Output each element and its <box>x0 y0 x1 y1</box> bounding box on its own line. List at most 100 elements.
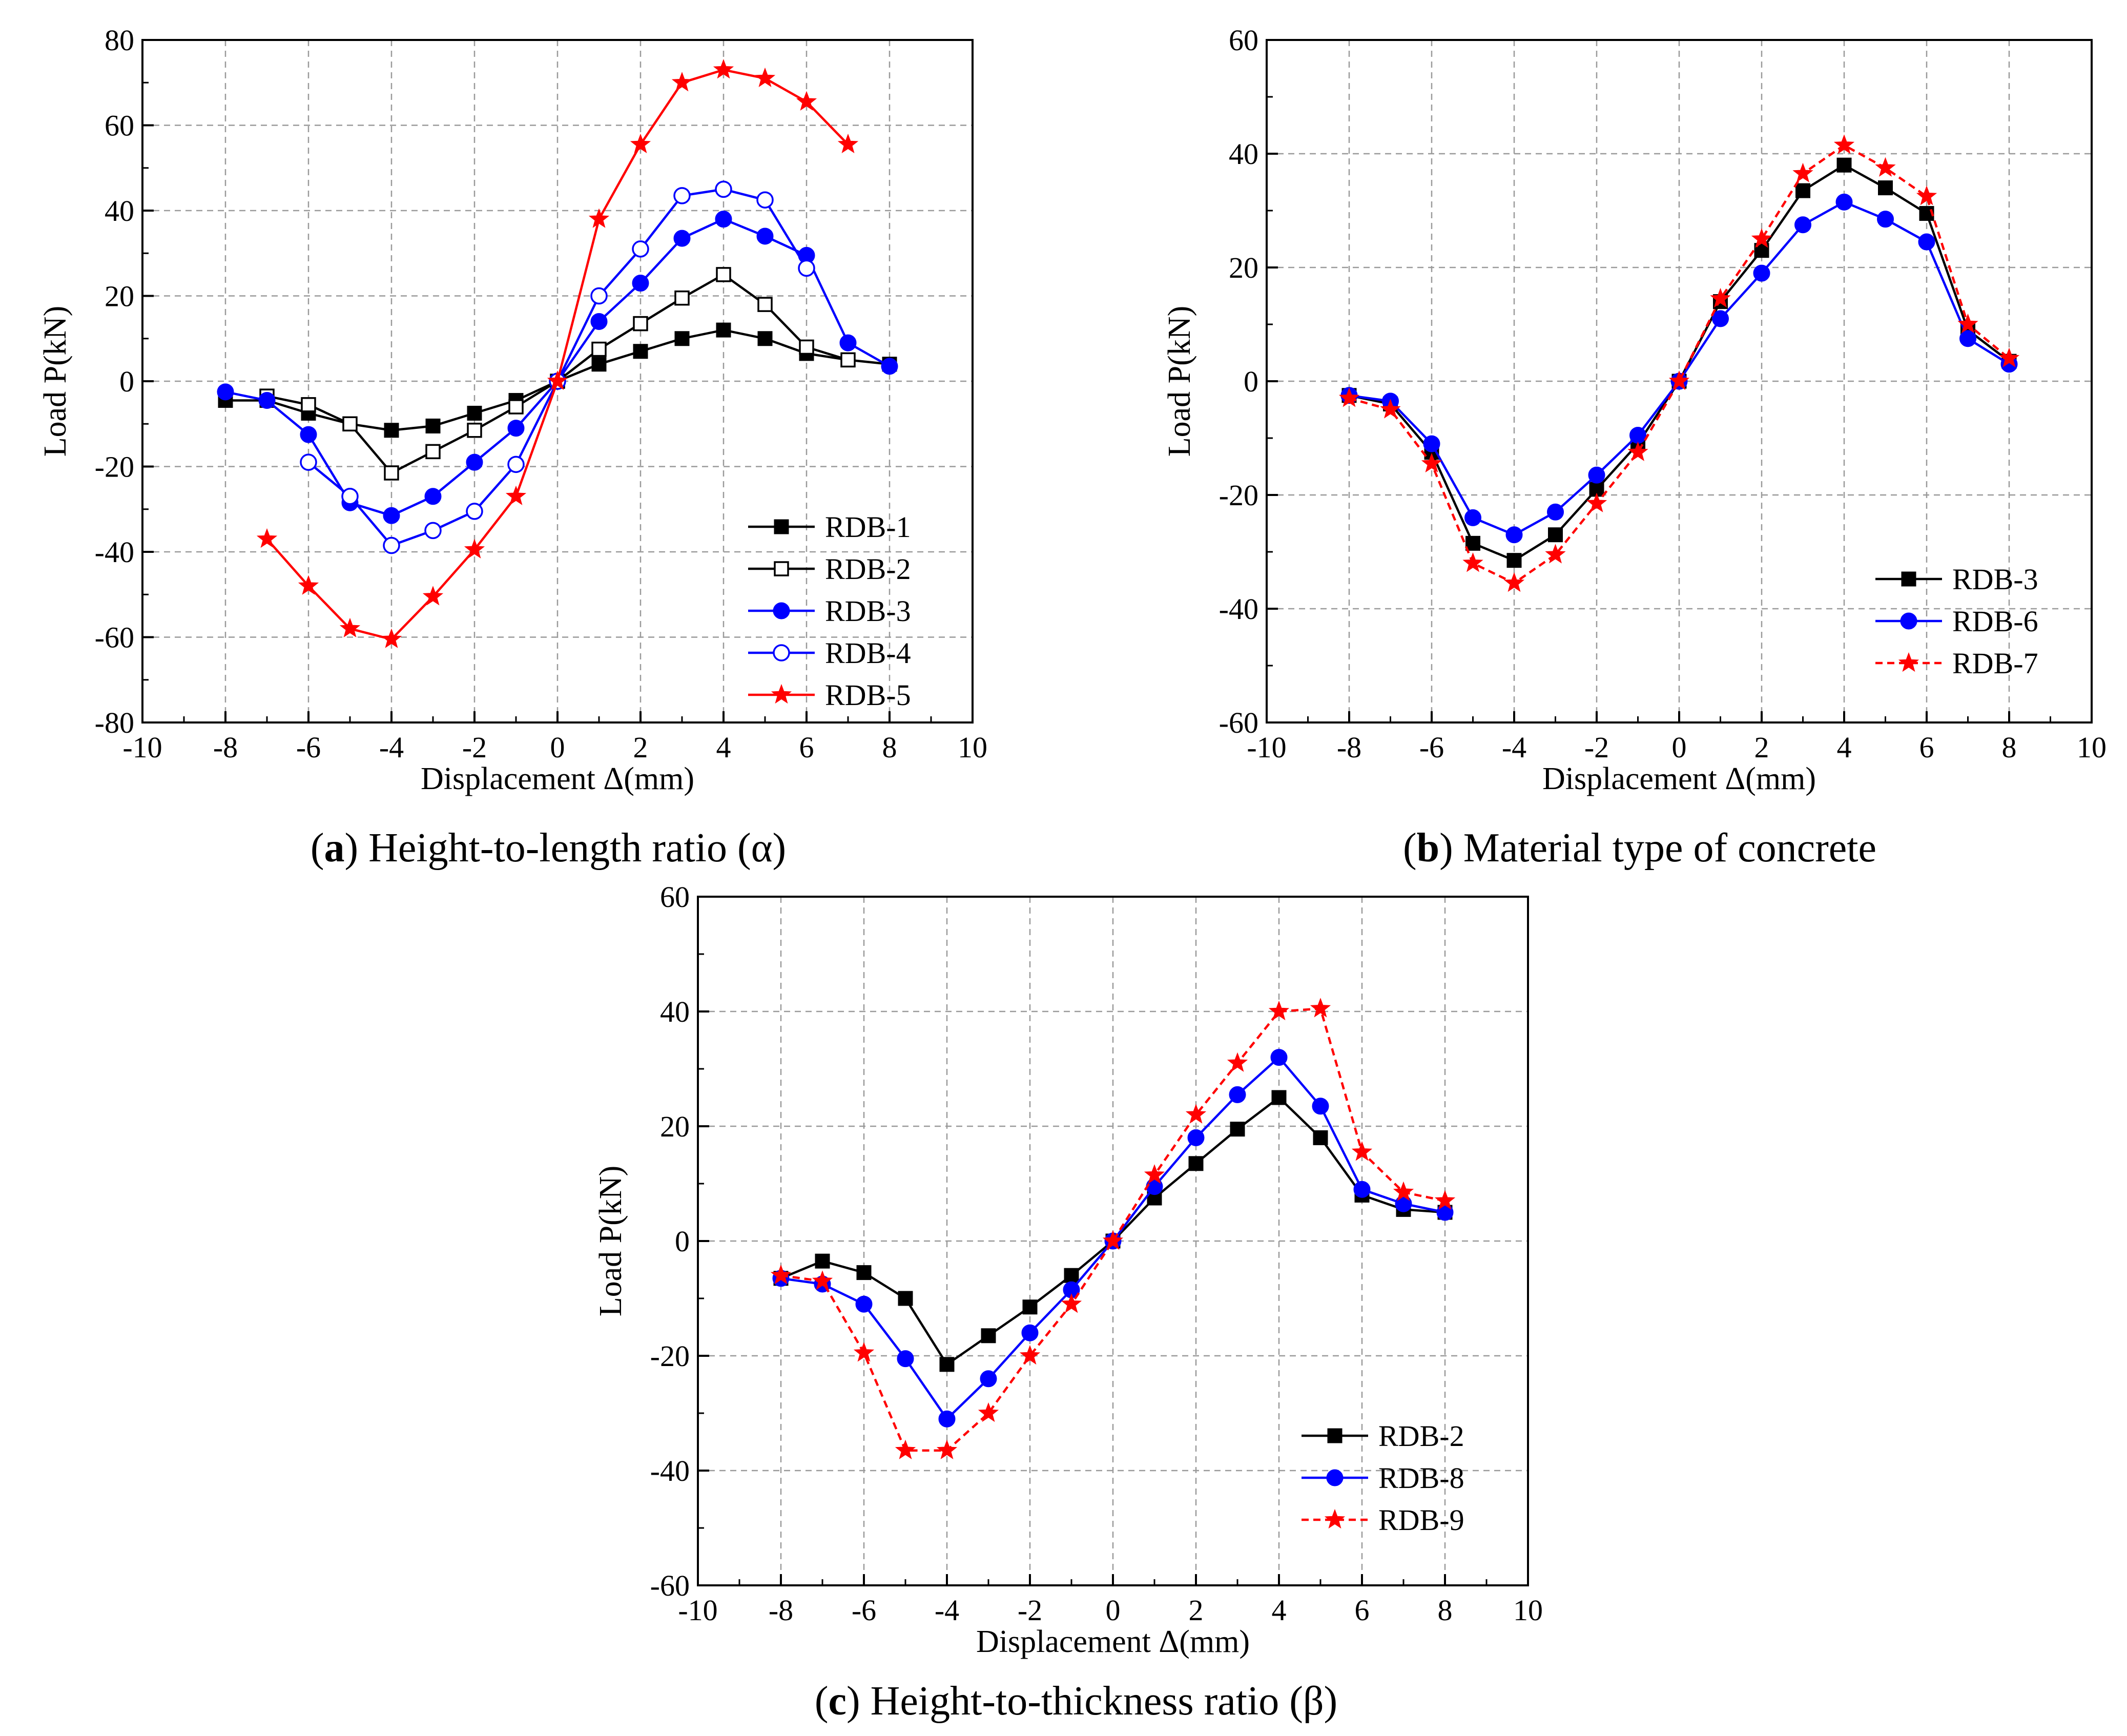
data-point <box>1021 1324 1039 1341</box>
x-tick-label: 10 <box>2077 731 2107 764</box>
legend-marker <box>771 684 792 704</box>
data-point <box>1792 162 1813 182</box>
legend-marker <box>774 519 789 534</box>
x-tick-label: -10 <box>678 1594 717 1627</box>
x-tick-label: 4 <box>1837 731 1852 764</box>
data-point <box>798 259 815 277</box>
data-point <box>796 91 817 111</box>
data-point <box>1545 544 1566 564</box>
data-point <box>1505 526 1523 544</box>
data-point <box>980 1370 997 1388</box>
data-point <box>715 180 732 198</box>
legend-marker <box>1901 571 1916 587</box>
data-point <box>633 316 648 332</box>
data-point <box>839 334 857 352</box>
data-point <box>632 240 649 258</box>
legend-entry: RDB-2 <box>748 552 911 586</box>
y-tick-label: -20 <box>95 450 134 484</box>
y-tick-label: -60 <box>1219 706 1258 739</box>
data-point <box>507 420 525 437</box>
series-line <box>1349 144 2010 585</box>
data-point <box>505 485 527 505</box>
legend-label: RDB-4 <box>825 636 911 670</box>
data-point <box>1185 1104 1207 1124</box>
data-point <box>381 628 402 648</box>
data-point <box>897 1350 914 1368</box>
caption-b: (b) Material type of concrete <box>1402 825 1877 871</box>
data-point <box>1102 1230 1124 1250</box>
x-tick-label: -4 <box>1502 731 1526 764</box>
legend-entry: RDB-6 <box>1875 605 2038 638</box>
x-tick-label: -2 <box>1018 1594 1042 1627</box>
data-point <box>425 444 441 460</box>
data-point <box>1353 1181 1371 1198</box>
data-point <box>591 357 607 372</box>
data-point <box>1380 399 1401 419</box>
legend-marker <box>1898 652 1919 672</box>
data-point <box>1434 1190 1456 1210</box>
data-point <box>815 1253 830 1269</box>
y-tick-label: 40 <box>1229 137 1258 171</box>
data-point <box>981 1328 996 1344</box>
data-point <box>1310 998 1331 1018</box>
data-point <box>464 539 485 559</box>
legend-marker <box>774 561 789 576</box>
data-point <box>1312 1098 1329 1115</box>
chart-b: -10 -8 -6 -4 -2 0 2 4 6 8 10-60-40-200204060Displa… <box>1162 24 2107 796</box>
data-point <box>770 1265 792 1285</box>
x-tick-label: 10 <box>958 731 987 764</box>
data-point <box>339 617 361 637</box>
data-point <box>1019 1345 1041 1365</box>
x-tick-label: 6 <box>1919 731 1934 764</box>
data-point <box>1061 1293 1082 1313</box>
legend-label: RDB-9 <box>1378 1503 1464 1537</box>
y-tick-label: -60 <box>95 621 134 654</box>
legend-label: RDB-2 <box>1378 1419 1464 1453</box>
series-RDB-7 <box>1338 134 2020 592</box>
legend-marker <box>1900 612 1917 630</box>
data-point <box>1022 1299 1038 1315</box>
data-point <box>1916 185 1937 205</box>
legend-marker <box>773 602 790 619</box>
x-tick-label: 0 <box>1672 731 1687 764</box>
data-point <box>1998 347 2020 367</box>
x-tick-label: -8 <box>769 1594 793 1627</box>
data-point <box>1753 264 1770 282</box>
data-point <box>1548 527 1563 543</box>
data-point <box>1959 330 1976 347</box>
data-point <box>466 503 483 520</box>
data-point <box>1547 503 1564 521</box>
legend-entry: RDB-3 <box>748 594 911 628</box>
data-point <box>384 423 399 438</box>
x-tick-label: -6 <box>296 731 321 764</box>
data-point <box>1313 1130 1328 1145</box>
y-tick-label: 40 <box>105 194 134 228</box>
series-line <box>780 1007 1445 1452</box>
data-point <box>1878 180 1893 196</box>
legend-label: RDB-3 <box>825 594 911 628</box>
data-point <box>1462 552 1483 572</box>
data-point <box>1338 387 1360 407</box>
data-point <box>1144 1164 1165 1184</box>
y-tick-label: 20 <box>105 280 134 313</box>
data-point <box>938 1410 956 1428</box>
caption-c: (c) Height-to-thickness ratio (β) <box>814 1679 1338 1724</box>
data-point <box>673 230 691 247</box>
y-tick-label: 0 <box>675 1225 690 1258</box>
data-point <box>1668 370 1690 390</box>
data-point <box>588 208 610 228</box>
data-point <box>756 191 774 209</box>
y-tick-label: 0 <box>1244 365 1258 398</box>
data-point <box>467 422 482 438</box>
data-point <box>840 352 856 368</box>
x-tick-label: -8 <box>213 731 238 764</box>
legend-marker <box>1327 1428 1343 1443</box>
data-point <box>1227 1052 1248 1072</box>
data-point <box>936 1439 958 1459</box>
data-point <box>1710 287 1731 308</box>
data-point <box>424 488 442 505</box>
legend-label: RDB-2 <box>825 552 911 586</box>
data-point <box>632 275 649 292</box>
data-point <box>715 211 732 228</box>
